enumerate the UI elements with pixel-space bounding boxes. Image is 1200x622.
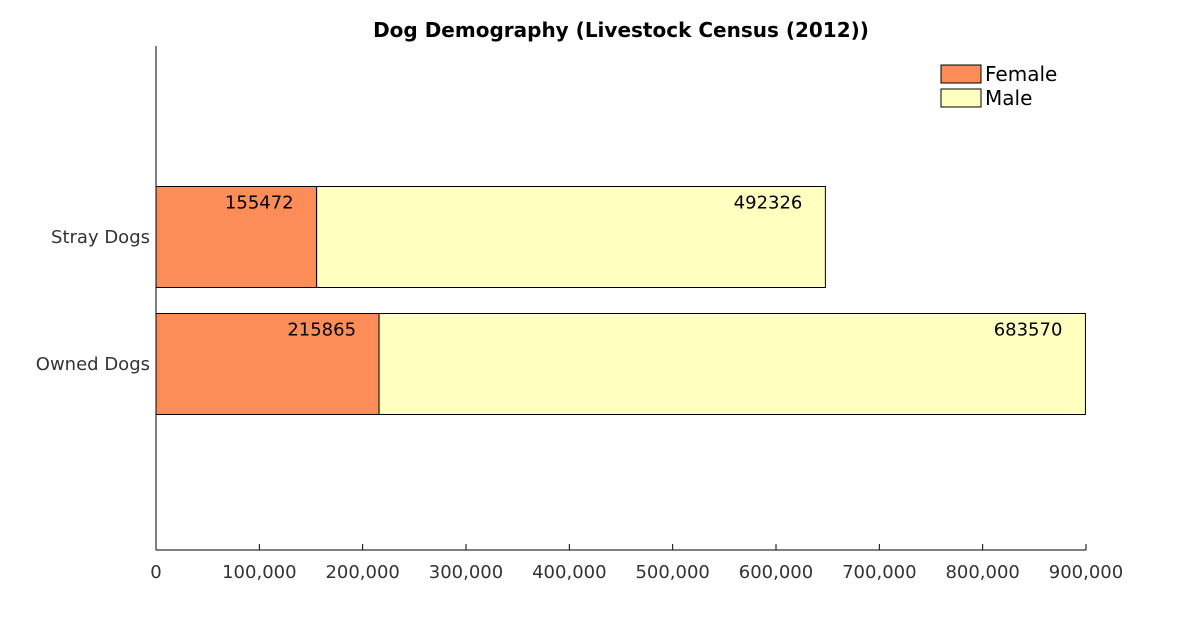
x-tick-label: 300,000 bbox=[429, 562, 503, 583]
x-tick-label: 100,000 bbox=[222, 562, 296, 583]
x-tick-label: 200,000 bbox=[325, 562, 399, 583]
x-tick-label: 900,000 bbox=[1049, 562, 1123, 583]
bar-male-0 bbox=[316, 186, 826, 288]
legend-swatch-female bbox=[940, 64, 982, 84]
data-label-female-0: 155472 bbox=[225, 193, 294, 214]
bars-group: 155472 492326 215865 683570 bbox=[155, 186, 1086, 415]
x-tick-label: 700,000 bbox=[842, 562, 916, 583]
chart-title: Dog Demography (Livestock Census (2012)) bbox=[373, 18, 869, 42]
data-label-male-0: 492326 bbox=[734, 193, 803, 214]
category-label: Owned Dogs bbox=[36, 354, 150, 375]
x-tick-label: 600,000 bbox=[739, 562, 813, 583]
bar-female-0 bbox=[155, 186, 318, 288]
data-label-female-1: 215865 bbox=[287, 320, 356, 341]
bar-male-1 bbox=[378, 313, 1086, 415]
x-tick-label: 500,000 bbox=[635, 562, 709, 583]
x-tick-label: 800,000 bbox=[945, 562, 1019, 583]
x-tick-label: 400,000 bbox=[532, 562, 606, 583]
legend-label-female: Female bbox=[985, 62, 1057, 86]
category-label: Stray Dogs bbox=[51, 227, 150, 248]
bar-female-1 bbox=[155, 313, 380, 415]
legend-label-male: Male bbox=[985, 86, 1032, 110]
legend-swatch-male bbox=[940, 88, 982, 108]
axes-group: Stray Dogs Owned Dogs 0 100,000 200,000 300,0… bbox=[36, 46, 1123, 583]
x-tick-label: 0 bbox=[150, 562, 161, 583]
data-label-male-1: 683570 bbox=[994, 320, 1063, 341]
